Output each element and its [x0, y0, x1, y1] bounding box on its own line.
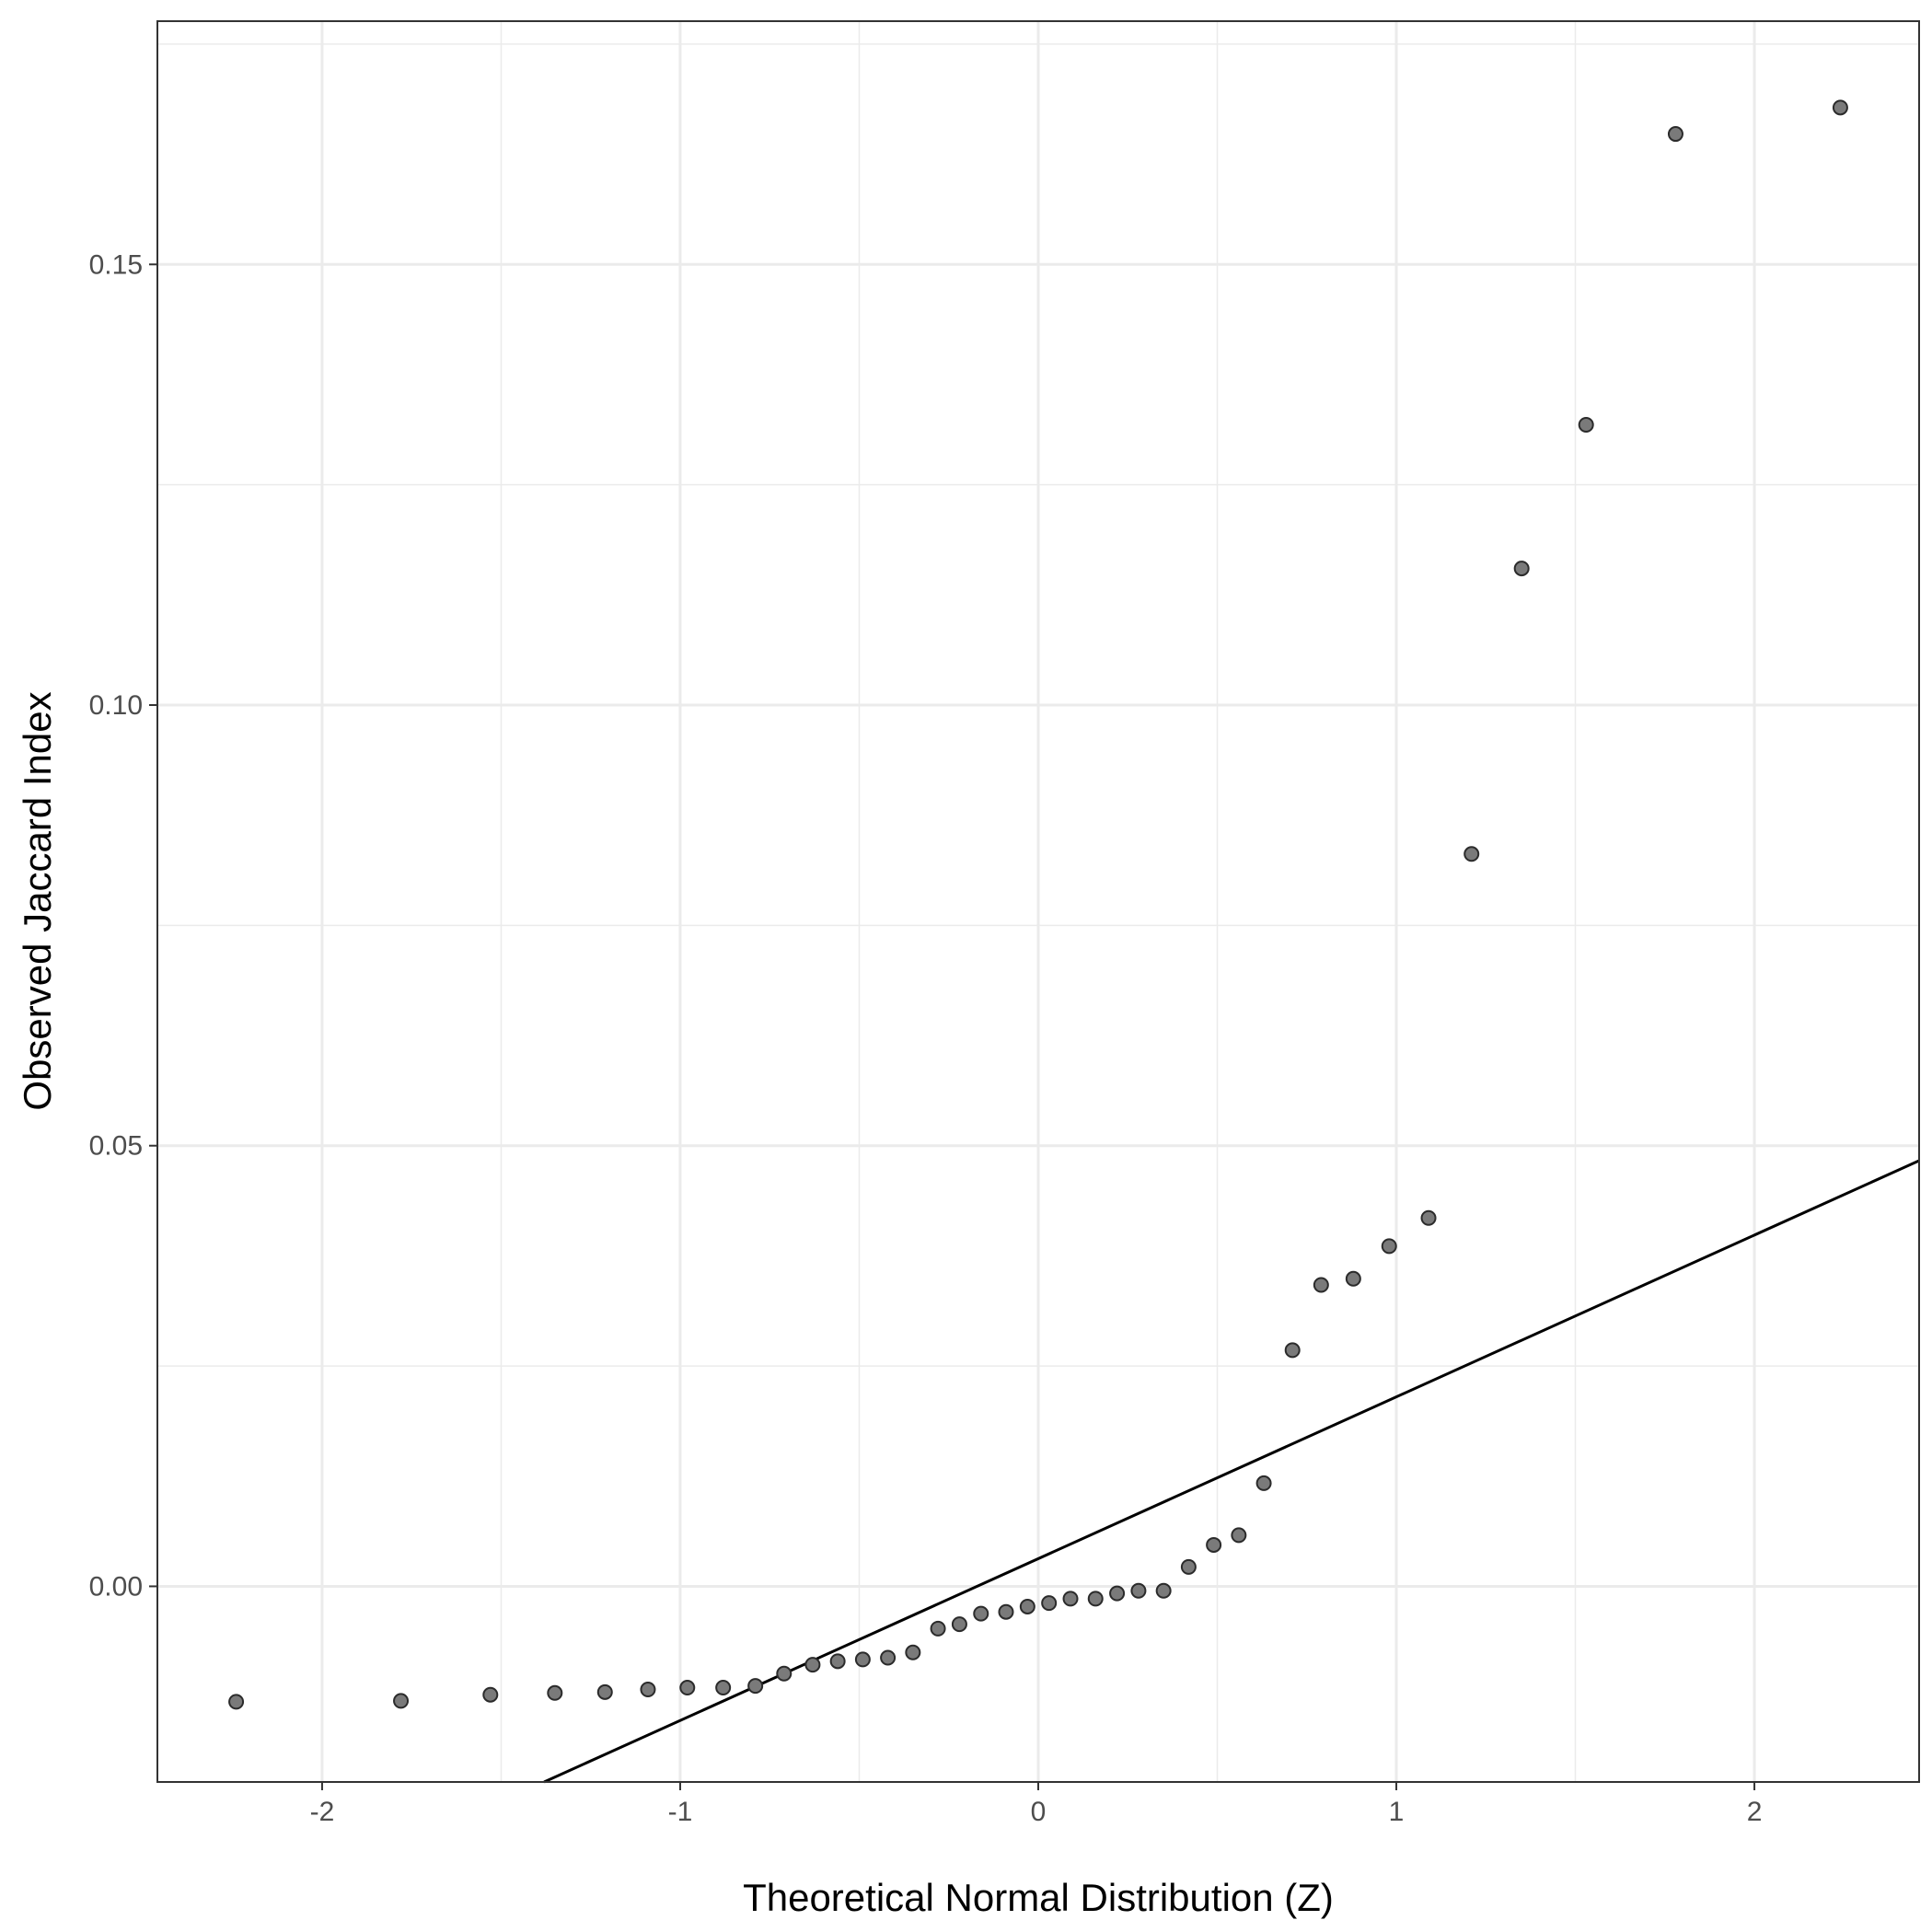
data-point [228, 1694, 245, 1710]
data-point [393, 1693, 410, 1709]
x-tick-label: 0 [1031, 1797, 1047, 1827]
data-point [1109, 1585, 1126, 1602]
data-point [1130, 1582, 1147, 1599]
data-point [776, 1665, 792, 1682]
data-point [747, 1678, 764, 1695]
data-point [596, 1683, 613, 1700]
data-point [1578, 417, 1594, 434]
y-axis-title: Observed Jaccard Index [16, 691, 59, 1110]
x-tick-label: -1 [668, 1797, 693, 1827]
y-tick-label: 0.15 [89, 249, 143, 280]
data-point [1381, 1238, 1397, 1255]
x-tick-label: 1 [1389, 1797, 1405, 1827]
data-point [1345, 1270, 1361, 1287]
reference-line-group [543, 1159, 1920, 1784]
data-point [679, 1680, 696, 1696]
data-point [1206, 1536, 1222, 1553]
data-point [715, 1680, 732, 1696]
qq-reference-line [543, 1159, 1920, 1784]
data-point [880, 1649, 897, 1666]
x-tick-label: 2 [1747, 1797, 1763, 1827]
data-point [930, 1620, 946, 1637]
data-point [1062, 1591, 1079, 1607]
data-point [1420, 1209, 1437, 1226]
data-point [854, 1651, 871, 1668]
data-point [1019, 1598, 1035, 1614]
data-point [1832, 99, 1848, 116]
data-point [547, 1684, 563, 1701]
data-point [1255, 1475, 1272, 1491]
data-point [973, 1605, 989, 1622]
data-point [1041, 1595, 1058, 1612]
data-point [951, 1616, 967, 1633]
data-point [1284, 1342, 1301, 1359]
x-axis-title: Theoretical Normal Distribution (Z) [743, 1876, 1334, 1919]
data-point [998, 1603, 1014, 1620]
y-tick-label: 0.05 [89, 1131, 143, 1162]
data-point [1313, 1277, 1329, 1293]
data-point [804, 1657, 821, 1673]
data-point [905, 1644, 921, 1660]
y-tick-label: 0.00 [89, 1571, 143, 1602]
data-point [829, 1653, 846, 1670]
data-point [1463, 846, 1480, 862]
major-gridlines [157, 21, 1919, 1782]
y-tick-label: 0.10 [89, 690, 143, 721]
data-point [1513, 561, 1530, 577]
data-point [482, 1686, 499, 1703]
data-point [1667, 126, 1683, 143]
data-points [228, 99, 1848, 1710]
x-axis-ticks: -2 -1 0 1 2 [310, 1782, 1763, 1827]
data-point [1155, 1582, 1172, 1599]
data-point [640, 1681, 656, 1697]
data-point [1231, 1527, 1247, 1544]
data-point [1087, 1591, 1104, 1607]
y-axis-ticks: 0.00 0.05 0.10 0.15 [89, 249, 157, 1602]
x-tick-label: -2 [310, 1797, 335, 1827]
data-point [1180, 1558, 1197, 1575]
